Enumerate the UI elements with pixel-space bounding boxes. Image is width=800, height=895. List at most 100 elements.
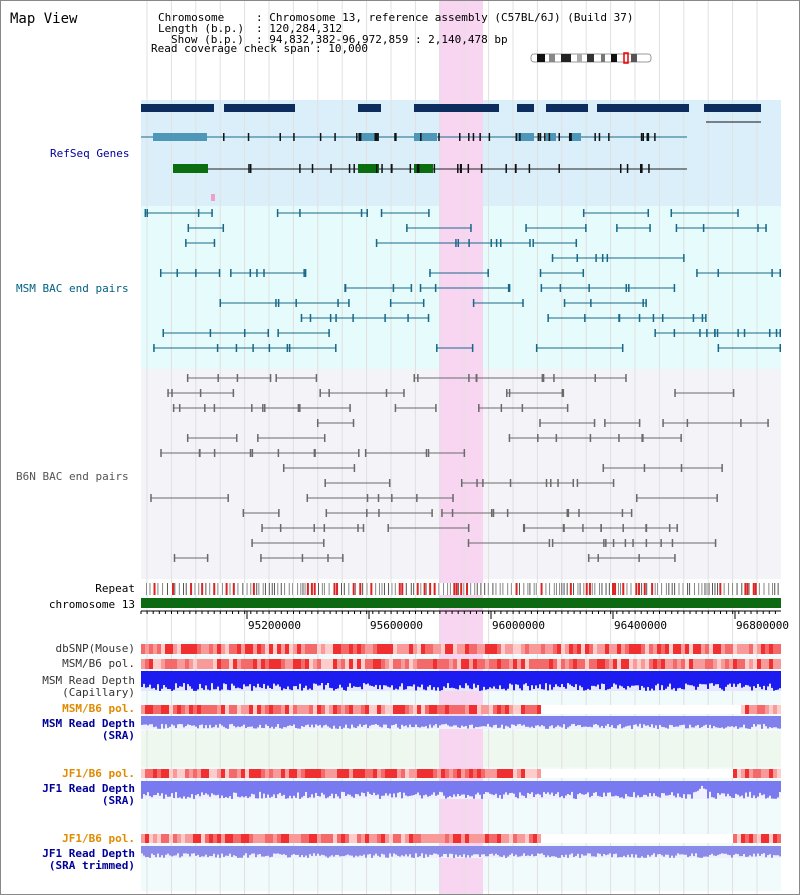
heat-cell (733, 644, 737, 654)
depth-bar (587, 781, 589, 793)
exon-tick (319, 133, 322, 141)
msm-bac-pair-end (277, 299, 280, 307)
exon-tick (626, 164, 629, 173)
heat-cell (657, 834, 661, 843)
repeat-element (443, 583, 445, 595)
axis-tick-label: 96400000 (614, 619, 667, 632)
depth-bar (429, 846, 431, 855)
heat-cell (757, 659, 761, 669)
msm-bac-pair-end (366, 209, 368, 217)
depth-bar (587, 671, 589, 689)
depth-bar (779, 846, 781, 857)
heat-cell (593, 659, 597, 669)
heat-cell (165, 659, 169, 669)
b6n-bac-pair-end (714, 539, 717, 547)
heat-cell (557, 659, 561, 669)
depth-bar (207, 671, 209, 690)
repeat-element (284, 583, 286, 595)
depth-bar (577, 781, 579, 795)
depth-bar (675, 846, 677, 856)
depth-bar (271, 716, 273, 727)
depth-bar (341, 671, 343, 688)
heat-cell (169, 834, 173, 843)
heat-cell (505, 644, 509, 654)
depth-bar (243, 671, 245, 685)
depth-bar (239, 716, 241, 728)
depth-bar (679, 716, 681, 726)
heat-cell (393, 769, 397, 778)
depth-bar (507, 846, 509, 857)
track-label-refseq[interactable]: RefSeq Genes (50, 147, 130, 160)
depth-bar (663, 781, 665, 794)
depth-bar (687, 671, 689, 685)
depth-bar (279, 716, 281, 729)
heat-cell (429, 644, 433, 654)
depth-bar (291, 671, 293, 691)
b6n-bac-pair-end (576, 479, 579, 487)
depth-bar (347, 781, 349, 795)
heat-cell (345, 834, 349, 843)
depth-bar (647, 846, 649, 855)
depth-bar (723, 846, 725, 854)
depth-bar (421, 846, 423, 854)
heat-cell (413, 644, 417, 654)
heat-cell (385, 659, 389, 669)
repeat-element (271, 583, 273, 595)
repeat-element (612, 583, 615, 595)
msm-bac-pair-end (582, 269, 585, 277)
exon-tick (642, 133, 645, 141)
heat-cell (357, 705, 361, 714)
heat-cell (681, 769, 685, 778)
depth-bar (523, 846, 525, 854)
depth-bar (385, 846, 387, 858)
heat-cell (169, 659, 173, 669)
heat-cell (537, 705, 541, 714)
depth-bar (623, 716, 625, 728)
depth-bar (731, 781, 733, 798)
repeat-element (566, 583, 568, 595)
heat-cell (149, 834, 153, 843)
depth-bar (201, 716, 203, 725)
exon-tick (348, 164, 351, 173)
heat-cell (201, 659, 205, 669)
depth-bar (387, 846, 389, 858)
track-label-b6n-bac[interactable]: B6N BAC end pairs (16, 470, 129, 483)
heat-cell (733, 659, 737, 669)
heat-cell (213, 644, 217, 654)
depth-bar (625, 716, 627, 727)
track-label-msm-bac[interactable]: MSM BAC end pairs (16, 282, 129, 295)
heat-cell (245, 644, 249, 654)
depth-bar (331, 781, 333, 794)
depth-bar (761, 781, 763, 796)
depth-bar (323, 716, 325, 726)
depth-bar (467, 716, 469, 729)
depth-bar (681, 671, 683, 690)
depth-bar (423, 671, 425, 690)
b6n-bac-pair-end (475, 374, 478, 382)
msm-bac-pair-end (563, 299, 566, 307)
depth-bar (277, 716, 279, 725)
depth-bar (173, 716, 175, 726)
depth-bar (235, 671, 237, 689)
heat-cell (749, 659, 753, 669)
depth-bar (263, 846, 265, 857)
depth-bar (169, 846, 171, 856)
b6n-bac-pair-end (323, 434, 326, 442)
depth-bar (445, 716, 447, 724)
depth-bar (585, 671, 587, 691)
depth-bar (759, 781, 761, 793)
exon-tick (375, 164, 378, 173)
heat-cell (505, 705, 509, 714)
depth-bar (537, 716, 539, 726)
depth-bar (225, 671, 227, 685)
heat-cell (369, 769, 373, 778)
depth-bar (623, 671, 625, 689)
depth-bar (553, 716, 555, 729)
depth-bar (373, 781, 375, 793)
depth-bar (709, 716, 711, 725)
depth-bar (295, 846, 297, 855)
depth-bar (209, 846, 211, 856)
depth-bar (697, 846, 699, 858)
repeat-element (429, 583, 432, 595)
depth-bar (673, 846, 675, 858)
